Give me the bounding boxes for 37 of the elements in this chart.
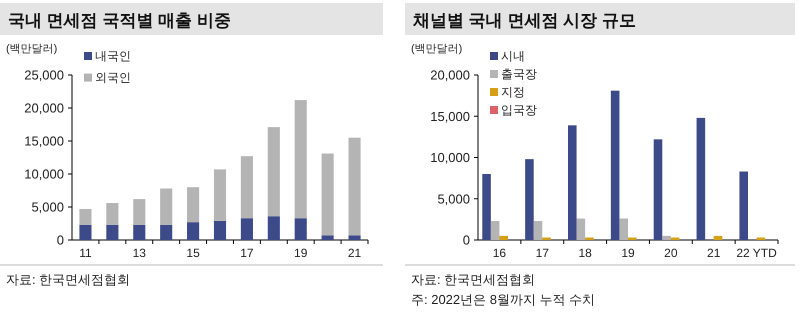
x-tick-label: 13: [132, 246, 146, 260]
legend-label: 지정: [501, 85, 525, 99]
legend-label: 출국장: [501, 67, 537, 81]
legend-label: 시내: [501, 49, 525, 63]
text: 주: 2022년은 8월까지 누적 수치: [411, 292, 596, 307]
x-tick-label: 21: [707, 246, 721, 260]
y-tick-label: 5,000: [437, 191, 470, 206]
text: 자료: 한국면세점협회: [411, 272, 536, 287]
x-tick-label: 17: [536, 246, 550, 260]
chart-title: 채널별 국내 면세점 시장 규모: [412, 11, 636, 30]
legend-label: 입국장: [501, 103, 537, 117]
legend-label: 내국인: [95, 49, 131, 63]
x-tick-label: 11: [79, 246, 92, 260]
y-tick-label: 5,000: [31, 200, 64, 214]
text: 자료: 한국면세점협회: [6, 272, 130, 287]
y-tick-label: 0: [462, 232, 470, 248]
y-tick-label: 15,000: [430, 108, 470, 124]
x-tick-label: 16: [492, 246, 506, 260]
x-tick-label: 18: [578, 246, 592, 260]
x-tick-label: 17: [240, 246, 254, 260]
y-tick-label: 25,000: [24, 68, 64, 82]
y-axis-title: (백만달러): [411, 43, 462, 55]
x-tick-label: 22 YTD: [736, 246, 778, 260]
y-tick-label: 20,000: [430, 68, 470, 82]
y-tick-label: 10,000: [24, 166, 64, 182]
x-tick-label: 20: [664, 246, 678, 260]
legend-label: 외국인: [95, 70, 131, 85]
y-tick-label: 20,000: [24, 100, 64, 116]
y-tick-label: 0: [56, 232, 64, 248]
chart-title: 국내 면세점 국적별 매출 비중: [8, 11, 231, 30]
x-tick-label: 21: [348, 246, 362, 260]
x-tick-label: 15: [186, 246, 200, 260]
y-tick-label: 15,000: [24, 134, 64, 148]
y-tick-label: 10,000: [430, 150, 470, 165]
x-tick-label: 19: [621, 246, 635, 260]
y-axis-title: (백만달러): [6, 43, 58, 55]
x-tick-label: 19: [294, 246, 308, 260]
